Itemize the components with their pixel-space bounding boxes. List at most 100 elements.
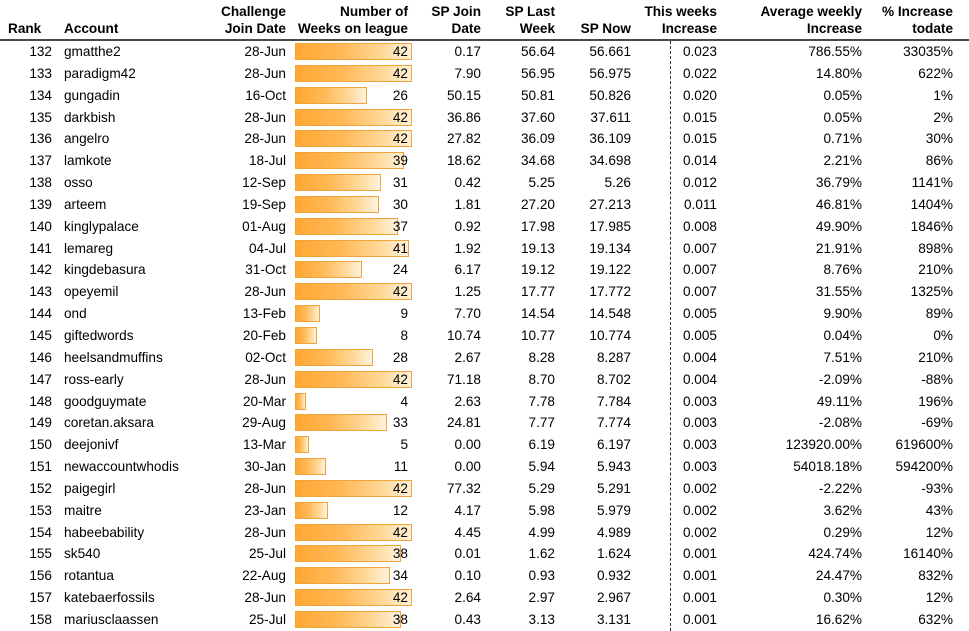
this-weeks-increase-cell[interactable]: 0.005 bbox=[682, 327, 717, 343]
sp-now-cell[interactable]: 3.131 bbox=[596, 611, 631, 627]
join-date-cell[interactable]: 28-Jun bbox=[244, 590, 286, 606]
rank-cell[interactable]: 144 bbox=[29, 306, 52, 322]
this-weeks-increase-cell[interactable]: 0.003 bbox=[682, 393, 717, 409]
sp-join-date-cell[interactable]: 2.63 bbox=[454, 393, 481, 409]
pct-increase-todate-cell[interactable]: 832% bbox=[918, 568, 953, 584]
weeks-cell[interactable]: 38 bbox=[288, 609, 412, 631]
account-cell[interactable]: paigegirl bbox=[64, 480, 116, 496]
avg-weekly-increase-cell[interactable]: 54018.18% bbox=[793, 459, 862, 475]
avg-weekly-increase-cell[interactable]: -2.22% bbox=[818, 480, 862, 496]
avg-weekly-increase-cell[interactable]: 3.62% bbox=[823, 502, 862, 518]
pct-increase-todate-cell[interactable]: 619600% bbox=[895, 437, 953, 453]
join-date-cell[interactable]: 19-Sep bbox=[242, 196, 286, 212]
sp-now-cell[interactable]: 5.943 bbox=[596, 459, 631, 475]
sp-join-date-cell[interactable]: 4.45 bbox=[454, 524, 481, 540]
join-date-cell[interactable]: 20-Feb bbox=[242, 327, 286, 343]
sp-now-cell[interactable]: 19.122 bbox=[589, 262, 631, 278]
join-date-cell[interactable]: 20-Mar bbox=[242, 393, 286, 409]
sp-last-week-cell[interactable]: 5.94 bbox=[528, 459, 555, 475]
this-weeks-increase-cell[interactable]: 0.007 bbox=[682, 240, 717, 256]
rank-cell[interactable]: 142 bbox=[29, 262, 52, 278]
account-cell[interactable]: lamkote bbox=[64, 153, 112, 169]
weeks-cell[interactable]: 4 bbox=[288, 391, 412, 413]
weeks-cell[interactable]: 42 bbox=[288, 63, 412, 85]
pct-increase-todate-cell[interactable]: 1846% bbox=[910, 218, 953, 234]
sp-last-week-cell[interactable]: 50.81 bbox=[520, 87, 555, 103]
sp-join-date-cell[interactable]: 24.81 bbox=[446, 415, 481, 431]
account-cell[interactable]: coretan.aksara bbox=[64, 415, 154, 431]
rank-cell[interactable]: 156 bbox=[29, 568, 52, 584]
account-cell[interactable]: giftedwords bbox=[64, 327, 134, 343]
sp-join-date-cell[interactable]: 77.32 bbox=[446, 480, 481, 496]
join-date-cell[interactable]: 28-Jun bbox=[244, 65, 286, 81]
avg-weekly-increase-cell[interactable]: 786.55% bbox=[808, 44, 862, 59]
rank-cell[interactable]: 154 bbox=[29, 524, 52, 540]
account-cell[interactable]: opeyemil bbox=[64, 284, 119, 300]
this-weeks-increase-cell[interactable]: 0.003 bbox=[682, 415, 717, 431]
sp-last-week-cell[interactable]: 4.99 bbox=[528, 524, 555, 540]
sp-now-cell[interactable]: 8.702 bbox=[596, 371, 631, 387]
join-date-cell[interactable]: 31-Oct bbox=[245, 262, 286, 278]
weeks-cell[interactable]: 42 bbox=[288, 587, 412, 609]
join-date-cell[interactable]: 02-Oct bbox=[245, 349, 286, 365]
avg-weekly-increase-cell[interactable]: 0.05% bbox=[823, 87, 862, 103]
rank-cell[interactable]: 139 bbox=[29, 196, 52, 212]
join-date-cell[interactable]: 28-Jun bbox=[244, 524, 286, 540]
account-cell[interactable]: paradigm42 bbox=[64, 65, 136, 81]
sp-join-date-cell[interactable]: 50.15 bbox=[446, 87, 481, 103]
rank-cell[interactable]: 155 bbox=[29, 546, 52, 562]
join-date-cell[interactable]: 28-Jun bbox=[244, 131, 286, 147]
this-weeks-increase-cell[interactable]: 0.004 bbox=[682, 371, 717, 387]
join-date-cell[interactable]: 22-Aug bbox=[242, 568, 286, 584]
pct-increase-todate-cell[interactable]: 632% bbox=[918, 611, 953, 627]
join-date-cell[interactable]: 28-Jun bbox=[244, 44, 286, 59]
weeks-cell[interactable]: 34 bbox=[288, 565, 412, 587]
sp-last-week-cell[interactable]: 8.28 bbox=[528, 349, 555, 365]
rank-cell[interactable]: 157 bbox=[29, 590, 52, 606]
this-weeks-increase-cell[interactable]: 0.011 bbox=[683, 196, 717, 212]
pct-increase-todate-cell[interactable]: 12% bbox=[925, 590, 953, 606]
account-cell[interactable]: osso bbox=[64, 175, 93, 191]
account-cell[interactable]: darkbish bbox=[64, 109, 116, 125]
sp-join-date-cell[interactable]: 4.17 bbox=[454, 502, 481, 518]
sp-last-week-cell[interactable]: 19.12 bbox=[520, 262, 555, 278]
sp-last-week-cell[interactable]: 17.98 bbox=[520, 218, 555, 234]
sp-last-week-cell[interactable]: 0.93 bbox=[528, 568, 555, 584]
avg-weekly-increase-cell[interactable]: 16.62% bbox=[815, 611, 862, 627]
weeks-cell[interactable]: 41 bbox=[288, 238, 412, 260]
avg-weekly-increase-cell[interactable]: 31.55% bbox=[815, 284, 862, 300]
join-date-cell[interactable]: 13-Feb bbox=[242, 306, 286, 322]
this-weeks-increase-cell[interactable]: 0.001 bbox=[682, 546, 717, 562]
avg-weekly-increase-cell[interactable]: 123920.00% bbox=[785, 437, 862, 453]
avg-weekly-increase-cell[interactable]: 14.80% bbox=[815, 65, 862, 81]
sp-join-date-cell[interactable]: 0.00 bbox=[454, 437, 481, 453]
pct-increase-todate-cell[interactable]: 594200% bbox=[895, 459, 953, 475]
this-weeks-increase-cell[interactable]: 0.004 bbox=[682, 349, 717, 365]
avg-weekly-increase-cell[interactable]: 21.91% bbox=[815, 240, 862, 256]
join-date-cell[interactable]: 29-Aug bbox=[242, 415, 286, 431]
sp-last-week-cell[interactable]: 37.60 bbox=[520, 109, 555, 125]
sp-last-week-cell[interactable]: 19.13 bbox=[520, 240, 555, 256]
pct-increase-todate-cell[interactable]: 622% bbox=[918, 65, 953, 81]
rank-cell[interactable]: 151 bbox=[29, 459, 52, 475]
avg-weekly-increase-cell[interactable]: 46.81% bbox=[815, 196, 862, 212]
sp-now-cell[interactable]: 17.772 bbox=[589, 284, 631, 300]
pct-increase-todate-cell[interactable]: 1325% bbox=[910, 284, 953, 300]
account-cell[interactable]: newaccountwhodis bbox=[64, 459, 179, 475]
this-weeks-increase-cell[interactable]: 0.002 bbox=[682, 502, 717, 518]
account-cell[interactable]: arteem bbox=[64, 196, 107, 212]
sp-now-cell[interactable]: 0.932 bbox=[596, 568, 631, 584]
this-weeks-increase-cell[interactable]: 0.015 bbox=[682, 109, 717, 125]
sp-last-week-cell[interactable]: 2.97 bbox=[528, 590, 555, 606]
weeks-cell[interactable]: 28 bbox=[288, 347, 412, 369]
sp-now-cell[interactable]: 1.624 bbox=[596, 546, 631, 562]
sp-last-week-cell[interactable]: 34.68 bbox=[520, 153, 555, 169]
sp-now-cell[interactable]: 56.975 bbox=[589, 65, 631, 81]
sp-last-week-cell[interactable]: 7.77 bbox=[528, 415, 555, 431]
weeks-cell[interactable]: 5 bbox=[288, 434, 412, 456]
weeks-cell[interactable]: 42 bbox=[288, 478, 412, 500]
sp-last-week-cell[interactable]: 5.25 bbox=[528, 175, 555, 191]
this-weeks-increase-cell[interactable]: 0.015 bbox=[682, 131, 717, 147]
sp-last-week-cell[interactable]: 27.20 bbox=[520, 196, 555, 212]
pct-increase-todate-cell[interactable]: 86% bbox=[925, 153, 953, 169]
